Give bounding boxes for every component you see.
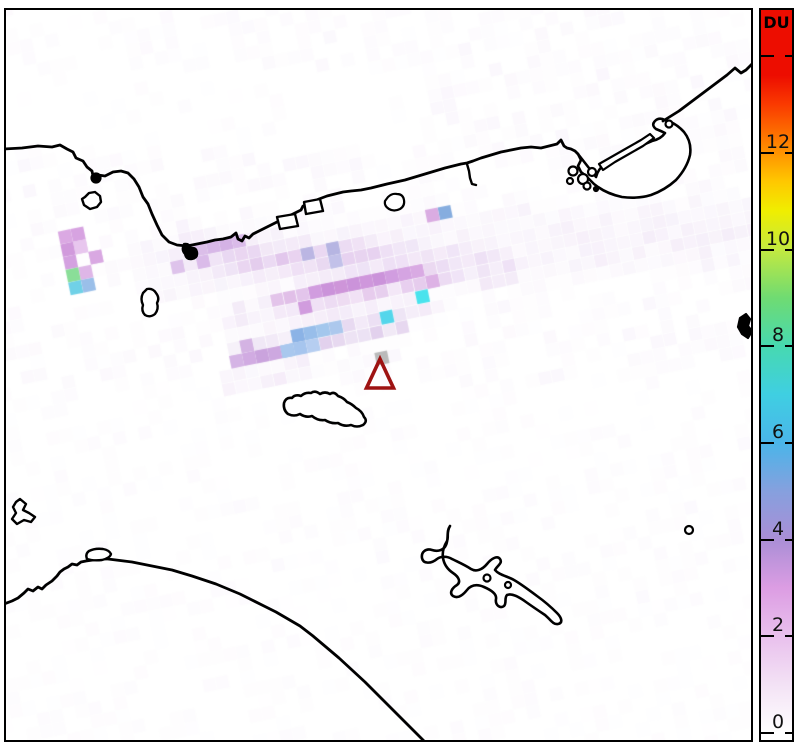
colorbar-tick [785,732,792,734]
colorbar-tick-label: 8 [771,324,785,347]
colorbar-gradient [761,10,792,740]
map-plot [4,8,753,742]
colorbar-title: DU [763,13,790,32]
colorbar-tick [785,345,792,348]
colorbar-tick [785,248,792,251]
colorbar-tick [761,441,774,444]
colorbar-tick-label: 12 [765,130,791,153]
colorbar-tick [785,55,792,58]
colorbar: DU 0 2 4 6 8 10 12 [759,8,794,742]
colorbar-tick-label: 10 [765,227,791,250]
colorbar-tick [761,538,774,541]
pixel-grid-canvas [6,10,751,740]
colorbar-tick [785,538,792,541]
colorbar-tick [761,151,774,154]
colorbar-tick [761,248,774,251]
colorbar-tick [785,151,792,154]
colorbar-tick-label: 2 [771,614,785,637]
colorbar-tick [761,635,774,638]
colorbar-tick [785,635,792,638]
colorbar-tick-label: 4 [771,517,785,540]
colorbar-tick [761,345,774,348]
colorbar-tick [761,55,774,58]
colorbar-tick [785,441,792,444]
colorbar-tick [761,732,774,734]
colorbar-tick-label: 6 [771,420,785,443]
colorbar-tick-label: 0 [771,711,785,733]
